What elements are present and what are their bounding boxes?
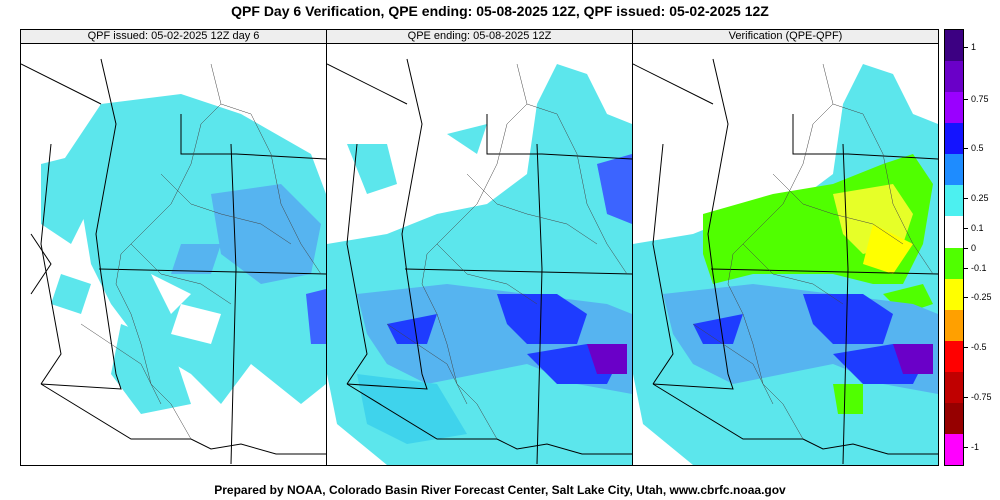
- color-scale-tick: [963, 347, 968, 348]
- qpf-map: [21, 58, 326, 465]
- color-scale-swatch: [945, 247, 963, 280]
- color-scale-tick: [963, 228, 968, 229]
- color-scale-swatch: [945, 278, 963, 311]
- color-scale-swatch: [945, 185, 963, 217]
- color-scale-swatch: [945, 61, 963, 93]
- verification-panel-header: Verification (QPE-QPF): [633, 30, 938, 44]
- color-scale-label: 0: [971, 243, 977, 253]
- color-scale-label: -1: [971, 442, 980, 452]
- qpe-precip-field: [327, 64, 632, 465]
- color-scale-swatch: [945, 92, 963, 124]
- qpe-panel: QPE ending: 05-08-2025 12Z: [326, 29, 633, 466]
- color-scale-tick: [963, 248, 968, 249]
- qpe-state-boundaries: [327, 58, 632, 465]
- color-scale-tick: [963, 297, 968, 298]
- color-scale-tick: [963, 268, 968, 269]
- qpf-state-boundaries: [21, 58, 326, 465]
- color-scale-label: 0.25: [971, 193, 989, 203]
- color-scale-tick: [963, 397, 968, 398]
- color-scale-swatch: [945, 402, 963, 435]
- qpe-panel-header: QPE ending: 05-08-2025 12Z: [327, 30, 632, 44]
- qpf-river-basins: [80, 63, 322, 440]
- verification-state-boundaries: [633, 58, 938, 465]
- color-scale-label: -0.5: [971, 342, 987, 352]
- qpf-precip-field: [41, 94, 326, 414]
- verification-map: [633, 58, 938, 465]
- color-scale-label: 0.5: [971, 143, 984, 153]
- color-scale-tick: [963, 47, 968, 48]
- qpe-map: [327, 58, 632, 465]
- color-scale-tick: [963, 447, 968, 448]
- color-scale-swatch: [945, 433, 963, 466]
- color-scale-swatch: [945, 371, 963, 404]
- color-scale-swatch: [945, 216, 963, 248]
- color-scale-swatch: [945, 123, 963, 155]
- color-scale-swatch: [945, 340, 963, 373]
- color-scale-tick: [963, 99, 968, 100]
- verification-river-basins: [692, 63, 934, 440]
- color-scale-label: -0.75: [971, 392, 992, 402]
- color-scale-label: -0.25: [971, 292, 992, 302]
- color-scale-label: -0.1: [971, 263, 987, 273]
- qpe-river-basins: [386, 63, 628, 440]
- color-scale-label: 1: [971, 42, 977, 52]
- color-scale-swatch: [945, 30, 963, 62]
- color-scale-tick: [963, 198, 968, 199]
- footer-credit: Prepared by NOAA, Colorado Basin River F…: [214, 483, 786, 497]
- color-scale-swatch: [945, 154, 963, 186]
- qpf-panel: QPF issued: 05-02-2025 12Z day 6: [20, 29, 327, 466]
- qpf-panel-header: QPF issued: 05-02-2025 12Z day 6: [21, 30, 326, 44]
- verification-panel: Verification (QPE-QPF): [632, 29, 939, 466]
- verification-diff-field: [633, 64, 938, 465]
- color-scale-label: 0.1: [971, 223, 984, 233]
- color-scale-swatch: [945, 309, 963, 342]
- color-scale-tick: [963, 148, 968, 149]
- color-scale-label: 0.75: [971, 94, 989, 104]
- color-scale-legend: [944, 29, 964, 466]
- main-title: QPF Day 6 Verification, QPE ending: 05-0…: [231, 3, 769, 19]
